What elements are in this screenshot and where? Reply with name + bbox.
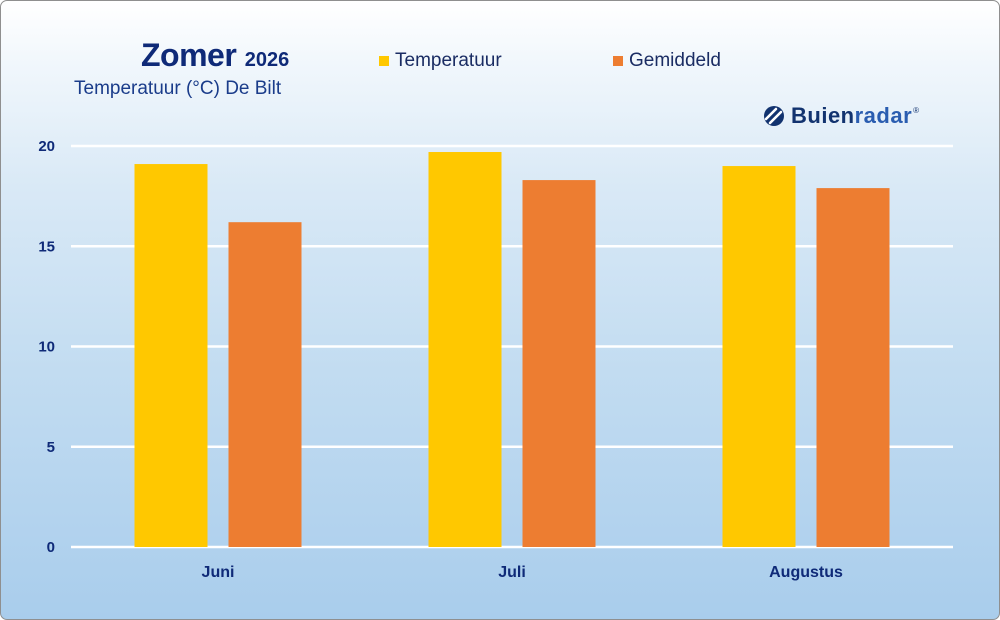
bar-temperatuur-juli [428, 152, 502, 547]
buienradar-logo-text-accent: radar [854, 103, 913, 128]
x-category-label: Juni [202, 564, 235, 581]
y-tick-label: 15 [38, 238, 55, 255]
y-tick-label: 0 [47, 539, 55, 556]
buienradar-logo-registered: ® [913, 105, 920, 115]
legend-swatch-temperatuur [379, 56, 389, 66]
chart-title-text: Zomer [141, 37, 237, 73]
chart-title: Zomer 2026 [141, 37, 289, 74]
legend-item-temperatuur: Temperatuur [379, 50, 502, 72]
bar-temperatuur-augustus [722, 166, 796, 548]
bar-gemiddeld-juni [228, 222, 302, 547]
bar-temperatuur-juni [134, 164, 208, 548]
bar-gemiddeld-augustus [816, 188, 890, 548]
chart-subtitle: Temperatuur (°C) De Bilt [74, 78, 282, 99]
y-tick-label: 5 [47, 439, 55, 456]
x-category-label: Juli [498, 564, 526, 581]
x-category-label: Augustus [769, 564, 843, 581]
y-tick-label: 10 [38, 339, 55, 356]
y-tick-label: 20 [38, 138, 55, 155]
legend-item-gemiddeld: Gemiddeld [613, 50, 721, 72]
legend-label-gemiddeld: Gemiddeld [629, 50, 721, 71]
bar-gemiddeld-juli [522, 180, 596, 547]
chart-title-year: 2026 [244, 49, 290, 71]
buienradar-logo: Buien radar ® [763, 103, 919, 129]
legend-label-temperatuur: Temperatuur [395, 50, 502, 71]
legend-swatch-gemiddeld [613, 56, 623, 66]
buienradar-logo-text: Buien [791, 103, 855, 128]
buienradar-logo-icon [764, 106, 784, 126]
